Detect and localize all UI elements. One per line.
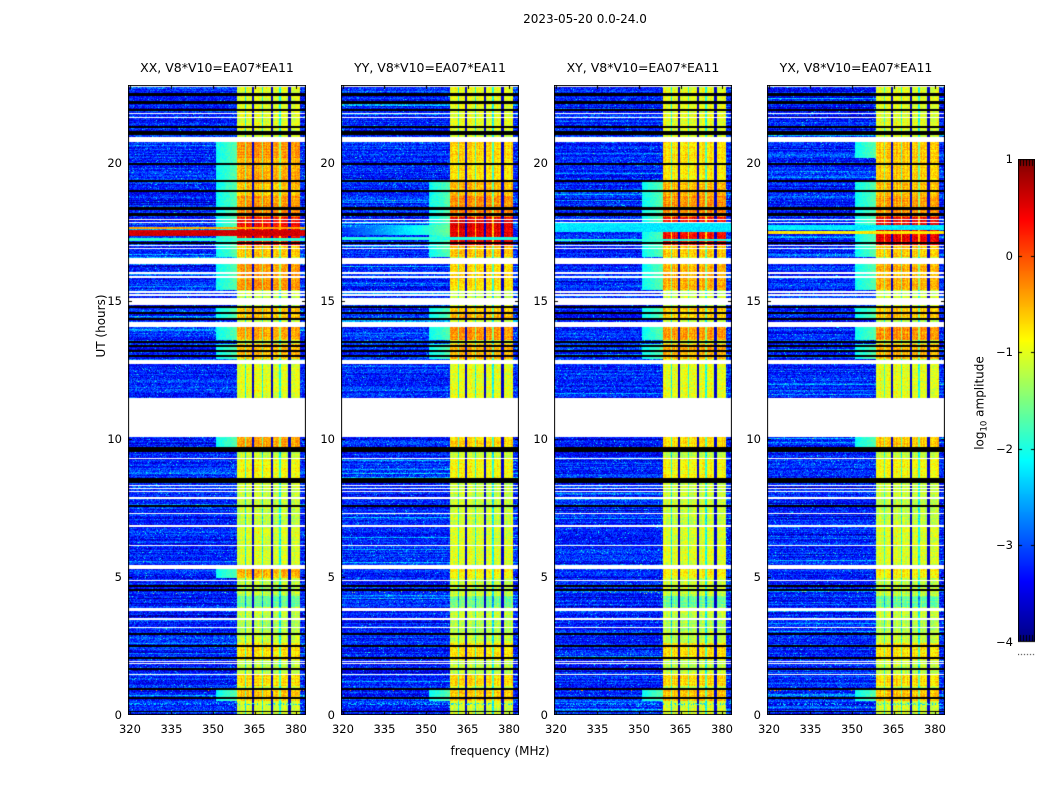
spectrogram-canvas-yy — [341, 85, 519, 715]
x-tick-label: 335 — [799, 722, 822, 736]
y-tick-label: 5 — [327, 570, 335, 585]
x-tick-label: 335 — [160, 722, 183, 736]
colorbar-tick-label: 1 — [1005, 152, 1013, 166]
y-tick-label: 15 — [320, 294, 335, 309]
x-tick-label: 350 — [628, 722, 650, 736]
panel-title-yy: YY, V8*V10=EA07*EA11 — [354, 60, 506, 75]
x-tick-label: 365 — [456, 722, 479, 736]
y-axis-label: UT (hours) — [94, 294, 108, 358]
x-tick-label: 335 — [373, 722, 396, 736]
y-tick-label: 20 — [533, 156, 548, 171]
y-tick-label: 5 — [540, 570, 548, 585]
y-tick-label: 15 — [107, 294, 122, 309]
y-tick-label: 5 — [753, 570, 761, 585]
x-tick-label: 335 — [586, 722, 609, 736]
y-tick-label: 20 — [107, 156, 122, 171]
x-tick-label: 350 — [415, 722, 437, 736]
spectrogram-canvas-xy — [554, 85, 732, 715]
panel-title-yx: YX, V8*V10=EA07*EA11 — [779, 60, 933, 75]
y-tick-label: 0 — [327, 708, 335, 722]
colorbar-tick-label: 0 — [1005, 248, 1013, 263]
y-tick-label: 10 — [746, 432, 761, 447]
colorbar-label-pre: log — [972, 431, 987, 450]
x-tick-label: 320 — [544, 722, 567, 736]
x-tick-label: 365 — [243, 722, 266, 736]
panel-title-xx: XX, V8*V10=EA07*EA11 — [140, 60, 294, 75]
y-tick-label: 0 — [540, 708, 548, 722]
spectrogram-canvas-xx — [128, 85, 306, 715]
spectrogram-canvas-yx — [767, 85, 945, 715]
x-tick-label: 350 — [202, 722, 224, 736]
colorbar-label-post: amplitude — [972, 356, 987, 421]
colorbar-tick-label: −4 — [996, 635, 1013, 649]
x-tick-label: 380 — [498, 722, 520, 736]
x-tick-label: 380 — [285, 722, 307, 736]
x-tick-label: 350 — [841, 722, 863, 736]
colorbar-label-sub: 10 — [979, 420, 990, 432]
x-tick-label: 320 — [118, 722, 141, 736]
y-tick-label: 5 — [114, 570, 122, 585]
panel-title-xy: XY, V8*V10=EA07*EA11 — [566, 60, 720, 75]
colorbar-tick-label: −3 — [996, 538, 1013, 553]
x-tick-label: 380 — [924, 722, 946, 736]
y-tick-label: 10 — [320, 432, 335, 447]
x-tick-label: 365 — [669, 722, 692, 736]
x-tick-label: 380 — [711, 722, 733, 736]
x-tick-label: 320 — [331, 722, 354, 736]
y-tick-label: 20 — [320, 156, 335, 171]
y-tick-label: 10 — [533, 432, 548, 447]
y-tick-label: 10 — [107, 432, 122, 447]
y-tick-label: 20 — [746, 156, 761, 171]
x-tick-label: 365 — [882, 722, 905, 736]
colorbar-label: log10 amplitude — [972, 356, 989, 450]
x-tick-label: 320 — [757, 722, 780, 736]
colorbar-tick-label: −1 — [996, 345, 1013, 360]
y-tick-label: 15 — [746, 294, 761, 309]
colorbar-canvas — [1018, 159, 1035, 659]
figure-title: 2023-05-20 0.0-24.0 — [523, 12, 647, 26]
x-axis-label: frequency (MHz) — [450, 744, 550, 758]
y-tick-label: 15 — [533, 294, 548, 309]
y-tick-label: 0 — [753, 708, 761, 722]
y-tick-label: 0 — [114, 708, 122, 722]
colorbar-tick-label: −2 — [996, 441, 1013, 456]
